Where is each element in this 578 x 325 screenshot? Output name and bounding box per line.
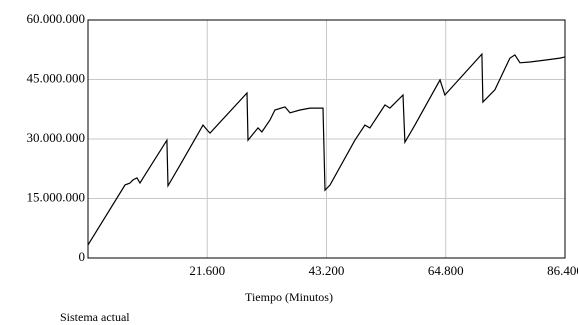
x-axis-label: Tiempo (Minutos) bbox=[245, 290, 333, 304]
y-tick-label: 30.000.000 bbox=[27, 130, 86, 145]
y-tick-label: 45.000.000 bbox=[27, 70, 86, 85]
x-tick-label: 64.800 bbox=[428, 263, 464, 278]
plot-border bbox=[87, 19, 566, 259]
y-tick-label: 15.000.000 bbox=[27, 189, 86, 204]
x-tick-label: 21.600 bbox=[189, 263, 225, 278]
x-tick-label: 86.400 bbox=[547, 263, 578, 278]
data-line bbox=[87, 52, 566, 246]
x-tick-label: 43.200 bbox=[309, 263, 345, 278]
y-tick-label: 0 bbox=[79, 249, 86, 264]
caption: Sistema actual bbox=[60, 310, 130, 324]
y-tick-label: 60.000.000 bbox=[27, 11, 86, 26]
